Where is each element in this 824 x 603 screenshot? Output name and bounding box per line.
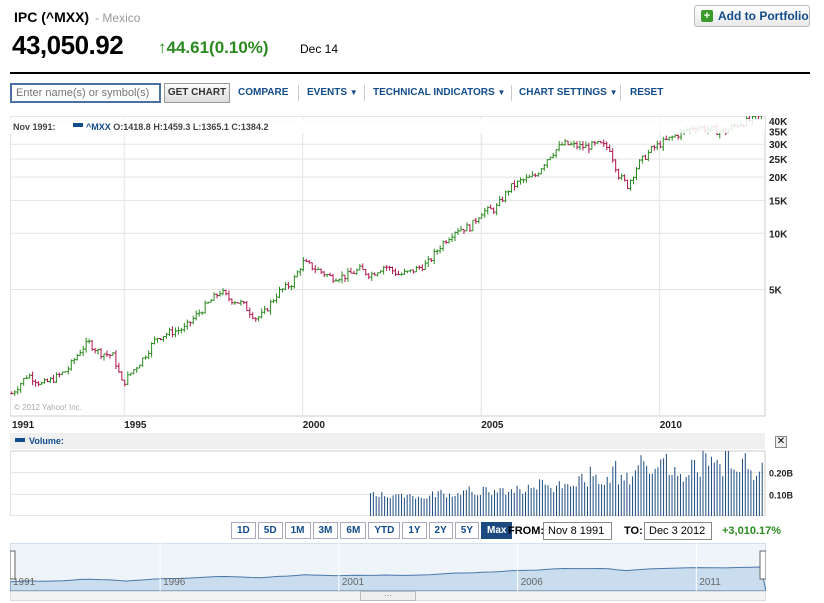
page-title: IPC (^MXX) - Mexico [14,9,140,25]
get-chart-button[interactable]: GET CHART [164,83,230,103]
period-button-5d[interactable]: 5D [257,522,283,539]
navigator-tick-label: 2006 [521,577,544,588]
x-tick-label: 1995 [124,420,147,431]
header-divider [10,72,810,74]
x-tick-label: 1991 [12,420,35,431]
price-change: ↑44.61(0.10%) [158,38,269,58]
series-name: ^MXX [86,122,111,132]
menu-divider [298,85,299,101]
add-to-portfolio-button[interactable]: + Add to Portfolio [694,5,810,27]
last-price: 43,050.92 [12,30,124,60]
volume-header-bg [10,433,765,449]
up-arrow-icon: ↑ [158,38,167,57]
ohlc-l: 1365.1 [201,122,229,132]
compare-menu[interactable]: COMPARE [238,87,289,98]
price-series [10,116,762,396]
ohlc-h-key: H: [153,122,163,132]
scrollbar-grip[interactable]: ⋯ [360,591,416,601]
from-label: FROM: [508,525,545,537]
ohlc-o-key: O: [113,122,123,132]
period-button-5y[interactable]: 5Y [454,522,480,539]
period-button-3m[interactable]: 3M [312,522,339,539]
volume-series [370,450,763,516]
menu-divider [511,85,512,101]
close-volume-icon[interactable]: ✕ [775,436,787,448]
range-change-percent: +3,010.17% [722,525,782,537]
navigator-area [10,566,766,591]
change-percent: (0.10%) [209,38,269,57]
plus-icon: + [701,10,713,22]
chart-settings-label: CHART SETTINGS [519,87,607,98]
y-tick-label: 30K [769,140,788,151]
menu-divider [620,85,621,101]
y-tick-label: 5K [769,285,783,296]
navigator-axis: 1991 1996 2001 2006 2011 [13,543,721,591]
period-button-2y[interactable]: 2Y [428,522,453,539]
caret-down-icon: ▼ [497,88,506,97]
caret-down-icon: ▼ [349,88,358,97]
index-title: IPC (^MXX) [14,9,90,25]
caret-down-icon: ▼ [609,88,618,97]
period-button-1y[interactable]: 1Y [402,522,427,539]
volume-grid [10,472,765,495]
volume-tick-label: 0.10B [769,490,794,500]
period-button-6m[interactable]: 6M [340,522,367,539]
y-tick-label: 15K [769,196,788,207]
reset-button[interactable]: RESET [630,87,664,98]
ohlc-h: 1459.3 [163,122,191,132]
chart-settings-menu[interactable]: CHART SETTINGS ▼ [519,87,617,98]
from-date-input[interactable] [543,522,612,540]
period-button-1d[interactable]: 1D [231,522,256,539]
technical-indicators-label: TECHNICAL INDICATORS [373,87,495,98]
exchange-label: - Mexico [95,11,141,25]
period-selector: 1D 5D 1M 3M 6M YTD 1Y 2Y 5Y Max [231,522,514,539]
ohlc-l-key: L: [193,122,202,132]
ohlc-c-key: C: [231,122,241,132]
events-label: EVENTS [307,87,348,98]
navigator-right-handle[interactable] [759,550,766,580]
y-tick-label: 10K [769,229,788,240]
volume-label: Volume: [29,436,64,446]
range-navigator[interactable]: 1991 1996 2001 2006 2011 [10,543,766,591]
period-button-max[interactable]: Max [481,522,513,539]
ohlc-date: Nov 1991: [13,122,56,132]
plot-area [10,116,766,417]
navigator-tick-label: 2001 [342,577,365,588]
navigator-tick-label: 1996 [163,577,186,588]
quote-date: Dec 14 [300,42,339,56]
symbol-input[interactable] [10,83,161,103]
y-tick-label: 20K [769,173,788,184]
navigator-tick-label: 2011 [699,577,721,588]
copyright-watermark: © 2012 Yahoo! Inc. [14,403,82,412]
add-to-portfolio-label: Add to Portfolio [718,9,809,23]
volume-axis: 0.20B 0.10B [769,469,794,501]
y-tick-label: 35K [769,128,788,139]
navigator-left-handle[interactable] [10,550,16,580]
period-button-1m[interactable]: 1M [284,522,311,539]
series-swatch [73,123,83,127]
technical-indicators-menu[interactable]: TECHNICAL INDICATORS ▼ [373,87,505,98]
menu-divider [364,85,365,101]
x-axis: 1991 1995 2000 2005 2010 [12,420,682,431]
y-tick-label: 40K [769,117,788,128]
y-tick-label: 25K [769,155,788,166]
ohlc-c: 1384.2 [241,122,269,132]
ohlc-bar-bg [10,119,765,133]
navigator-tick-label: 1991 [13,577,36,588]
to-date-input[interactable] [644,522,712,540]
volume-swatch [15,438,25,442]
x-tick-label: 2010 [660,420,683,431]
volume-tick-label: 0.20B [769,469,794,479]
x-tick-label: 2000 [303,420,326,431]
ohlc-o: 1418.8 [123,122,151,132]
ohlc-values: ^MXX O:1418.8 H:1459.3 L:1365.1 C:1384.2 [86,122,268,132]
events-menu[interactable]: EVENTS ▼ [307,87,358,98]
period-button-ytd[interactable]: YTD [368,522,401,539]
x-tick-label: 2005 [481,420,504,431]
to-label: TO: [624,525,643,537]
change-value: 44.61 [166,38,210,57]
